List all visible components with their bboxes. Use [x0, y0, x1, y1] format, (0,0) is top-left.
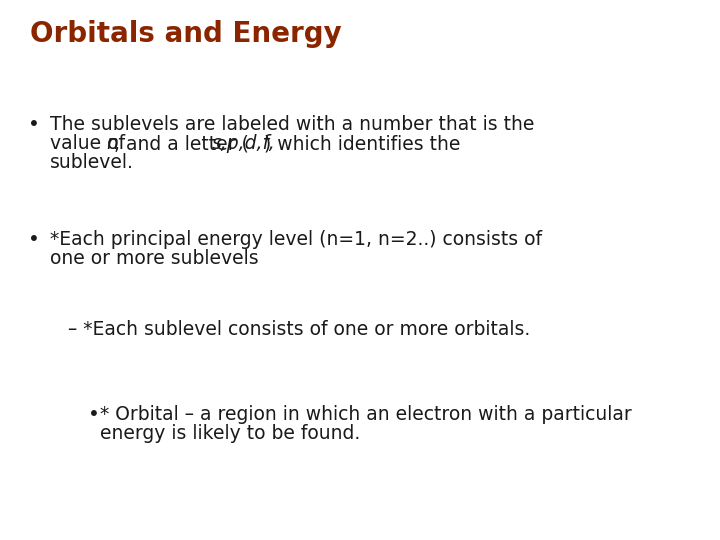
Text: energy is likely to be found.: energy is likely to be found.: [100, 424, 360, 443]
Text: value of: value of: [50, 134, 131, 153]
Text: , and a letter (: , and a letter (: [114, 134, 249, 153]
Text: s,p,d,f,: s,p,d,f,: [212, 134, 276, 153]
Text: •: •: [28, 115, 40, 134]
Text: •: •: [88, 405, 100, 424]
Text: *Each principal energy level (n=1, n=2..) consists of: *Each principal energy level (n=1, n=2..…: [50, 230, 542, 249]
Text: •: •: [28, 230, 40, 249]
Text: one or more sublevels: one or more sublevels: [50, 249, 258, 268]
Text: Orbitals and Energy: Orbitals and Energy: [30, 20, 342, 48]
Text: ) which identifies the: ) which identifies the: [264, 134, 460, 153]
Text: The sublevels are labeled with a number that is the: The sublevels are labeled with a number …: [50, 115, 534, 134]
Text: n: n: [106, 134, 118, 153]
Text: * Orbital – a region in which an electron with a particular: * Orbital – a region in which an electro…: [100, 405, 631, 424]
Text: sublevel.: sublevel.: [50, 153, 134, 172]
Text: – *Each sublevel consists of one or more orbitals.: – *Each sublevel consists of one or more…: [68, 320, 530, 339]
